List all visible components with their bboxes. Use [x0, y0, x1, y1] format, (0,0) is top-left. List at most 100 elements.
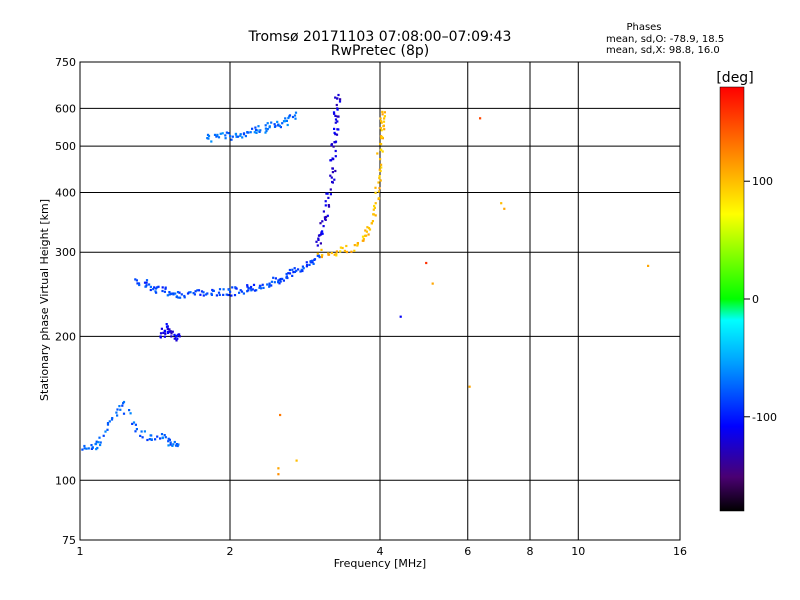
o-mode-point [231, 135, 234, 138]
o-mode-point [235, 135, 238, 138]
o-mode-point [293, 267, 296, 270]
o-mode-point [200, 290, 204, 293]
o-mode-point [305, 265, 308, 268]
o-mode-point [266, 128, 269, 131]
o-mode-point [173, 333, 176, 336]
x-mode-point [383, 111, 386, 114]
o-mode-point [170, 335, 173, 338]
isolated-point [500, 202, 503, 205]
x-mode-point [380, 129, 383, 132]
o-mode-point [336, 120, 339, 123]
o-mode-point [176, 337, 179, 340]
o-mode-point [149, 288, 152, 292]
x-mode-point [382, 120, 386, 123]
o-mode-point [197, 289, 201, 292]
o-mode-point [300, 268, 303, 271]
o-mode-point [143, 281, 147, 284]
o-mode-point [218, 288, 222, 291]
o-mode-point [207, 134, 211, 138]
o-mode-point [257, 125, 260, 128]
o-mode-point [329, 193, 332, 196]
o-mode-point [154, 290, 157, 293]
o-mode-point [160, 433, 164, 436]
colorbar [719, 86, 745, 512]
o-mode-point [291, 268, 294, 271]
colorbar-tick-label: -100 [752, 411, 777, 424]
o-mode-point [116, 414, 119, 417]
stats-o-mode: mean, sd,O: -78.9, 18.5 [606, 34, 724, 45]
o-mode-point [336, 115, 339, 118]
x-mode-point [350, 250, 353, 253]
o-mode-point [159, 332, 163, 335]
x-mode-point [379, 179, 382, 182]
o-mode-point [297, 268, 300, 271]
o-mode-point [247, 286, 250, 290]
o-mode-point [131, 422, 134, 425]
o-mode-point [274, 277, 277, 280]
o-mode-point [164, 332, 167, 335]
o-mode-point [336, 108, 339, 111]
o-mode-point [327, 196, 330, 199]
x-mode-point [366, 226, 369, 229]
x-mode-point [372, 208, 375, 211]
o-mode-point [264, 124, 267, 127]
o-mode-point [157, 285, 160, 288]
colorbar-tick-label: 0 [752, 293, 759, 306]
y-ticks: 75 100 200 300 400 500 600 750 [55, 56, 76, 547]
data-points [81, 93, 650, 476]
o-mode-point [270, 280, 273, 283]
o-mode-point [210, 140, 213, 143]
o-mode-point [246, 284, 249, 287]
colorbar-label: [deg] [716, 70, 753, 86]
o-mode-point [336, 107, 339, 110]
o-mode-point [256, 129, 259, 132]
x-mode-point [345, 251, 348, 254]
o-mode-point [292, 271, 295, 274]
o-mode-point [167, 331, 170, 334]
x-mode-point [379, 158, 382, 161]
colorbar-ticks: 100 0 -100 [744, 175, 777, 424]
o-mode-point [155, 291, 158, 294]
o-mode-point [139, 434, 142, 437]
o-mode-point [276, 120, 279, 123]
o-mode-point [334, 96, 337, 99]
x-mode-point [335, 254, 338, 257]
o-mode-point [83, 444, 86, 448]
o-mode-point [291, 115, 295, 119]
isolated-point [277, 467, 280, 470]
o-mode-point [206, 292, 209, 295]
o-mode-point [219, 132, 222, 135]
o-mode-point [253, 131, 256, 134]
x-axis-label: Frequency [MHz] [334, 557, 426, 570]
o-mode-point [227, 293, 230, 297]
x-mode-point [381, 137, 384, 140]
o-mode-point [156, 286, 159, 289]
o-mode-point [288, 268, 291, 272]
o-mode-point [170, 292, 173, 295]
o-mode-point [174, 292, 177, 295]
o-mode-point [166, 327, 170, 331]
o-mode-point [288, 114, 292, 117]
o-mode-point [321, 230, 324, 233]
o-mode-point [332, 145, 335, 148]
x-mode-point [373, 206, 376, 209]
o-mode-point [317, 237, 320, 240]
x-mode-point [362, 239, 365, 242]
o-mode-point [168, 438, 171, 441]
o-mode-point [148, 283, 151, 286]
plot-frame [79, 61, 681, 541]
x-mode-point [383, 117, 386, 120]
o-mode-point [325, 215, 328, 219]
o-mode-point [249, 287, 252, 290]
o-mode-point [90, 444, 93, 447]
o-mode-point [270, 284, 273, 287]
o-mode-point [180, 293, 183, 296]
o-mode-point [316, 254, 319, 257]
o-mode-point [324, 217, 327, 220]
o-mode-point [167, 440, 170, 443]
o-mode-point [183, 294, 186, 298]
o-mode-point [331, 167, 334, 170]
x-mode-point [330, 251, 333, 255]
x-mode-point [362, 237, 365, 241]
o-mode-point [128, 409, 131, 412]
